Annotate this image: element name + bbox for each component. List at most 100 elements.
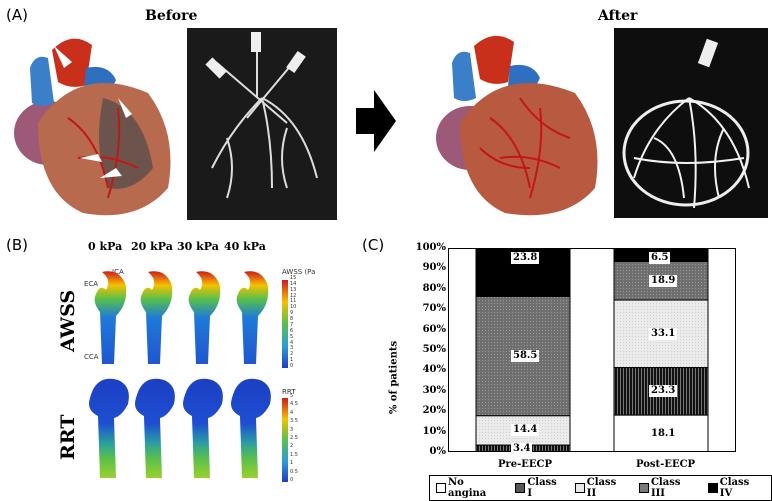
awss-scale-tick: 6 (290, 327, 294, 334)
rrt-colorbar (282, 398, 288, 482)
legend-item: No angina (436, 477, 505, 499)
bar-segment-posteecp-class-iv (613, 248, 709, 262)
pressure-label-40: 40 kPa (224, 240, 266, 253)
row-label-rrt: RRT (57, 414, 79, 460)
chart-legend: No angina Class I Class II Class III Class I… (429, 475, 772, 501)
heart-after-illustration (436, 35, 598, 216)
legend-label: No angina (447, 477, 487, 499)
awss-scale-tick: 3 (290, 345, 294, 352)
rrt-scale-tick: 1.5 (290, 451, 298, 458)
angiogram-after-image (614, 28, 768, 218)
y-tick-label: 30% (422, 384, 446, 396)
rrt-scale-tick: 2.5 (290, 435, 298, 441)
awss-scale-tick: 10 (290, 304, 297, 311)
y-tick-label: 0% (429, 446, 446, 457)
y-tick-label: 20% (422, 405, 446, 417)
legend-swatch (707, 483, 718, 493)
awss-scale-tick: 2 (290, 351, 294, 358)
legend-item: Class IV (707, 477, 765, 499)
after-heading: After (598, 8, 638, 24)
legend-item: Class I (515, 477, 564, 499)
rrt-scale-tick: 3 (290, 426, 294, 433)
angiogram-before-image (187, 28, 337, 220)
awss-scale-tick: 14 (290, 280, 297, 287)
y-tick-label: 80% (422, 282, 446, 294)
y-tick-label: 70% (422, 303, 446, 315)
awss-scale-tick: 12 (290, 292, 297, 299)
plot-frame (448, 248, 736, 452)
ica-label: ICA (112, 268, 124, 276)
heart-before-illustration (14, 38, 171, 216)
awss-vessel-30kpa (188, 271, 221, 364)
awss-scale-tick: 5 (290, 333, 294, 340)
rrt-scale-ticks: 5 4.5 4 3.5 3 2.5 2 1.5 1 0.5 0 (290, 393, 310, 483)
awss-colorbar (282, 280, 288, 368)
legend-swatch (638, 483, 649, 493)
cca-label: CCA (84, 353, 99, 361)
rrt-scale-tick: 2 (290, 443, 294, 450)
rrt-scale-tick: 4 (290, 409, 294, 416)
awss-scale-tick: 13 (290, 286, 297, 293)
legend-item: Class II (574, 477, 629, 499)
bar-segment-posteecp-class-i (613, 367, 709, 416)
bar-segment-preeecp-class-ii (475, 415, 571, 446)
rrt-scale-tick: 5 (290, 393, 294, 399)
y-axis-label: % of patients (388, 340, 400, 415)
pressure-label-0: 0 kPa (88, 240, 123, 253)
awss-scale-tick: 1 (290, 357, 294, 364)
bar-segments (475, 248, 709, 452)
category-label-pre: Pre-EECP (498, 459, 553, 470)
y-tick-label: 10% (422, 425, 446, 437)
y-tick-label: 90% (422, 262, 446, 274)
rrt-vessel-0kpa (89, 378, 129, 478)
rrt-vessel-30kpa (183, 378, 223, 478)
pressure-label-20: 20 kPa (131, 240, 173, 253)
stacked-bar-chart (448, 248, 736, 452)
rrt-scale-tick: 3.5 (290, 418, 298, 425)
y-tick-label: 50% (422, 344, 446, 355)
awss-vessel-20kpa (140, 271, 173, 364)
awss-scale-tick: 0 (290, 363, 294, 369)
rrt-scale-tick: 4.5 (290, 401, 298, 408)
awss-scale-tick: 8 (290, 316, 294, 323)
legend-swatch (574, 483, 585, 493)
legend-label: Class II (586, 477, 617, 499)
y-tick-label: 60% (422, 323, 446, 335)
awss-vessel-models (94, 271, 269, 364)
bar-segment-preeecp-class-iii (475, 295, 571, 417)
category-label-post: Post-EECP (636, 459, 696, 470)
y-tick-label: 40% (422, 364, 446, 376)
legend-swatch (436, 483, 446, 493)
y-axis-ticks: 0% 10% 20% 30% 40% 50% 60% 70% 80% 90% 100% (410, 242, 448, 458)
awss-scale-tick: 15 (290, 275, 297, 281)
legend-label: Class III (650, 477, 681, 499)
panel-a-label: (A) (6, 6, 28, 24)
awss-scale-ticks: 15 14 13 12 11 10 9 8 7 6 5 4 3 2 1 0 (290, 275, 310, 369)
legend-label: Class I (527, 477, 557, 499)
y-tick-label: 100% (415, 242, 446, 253)
awss-vessel-40kpa (236, 271, 269, 364)
legend-item: Class III (638, 477, 698, 499)
eca-label: ECA (84, 280, 99, 288)
bar-segment-posteecp-class-ii (613, 299, 709, 369)
rrt-scale-tick: 0 (290, 477, 294, 483)
rrt-scale-tick: 1 (290, 460, 294, 467)
awss-scale-tick: 11 (290, 298, 297, 305)
legend-swatch (515, 483, 526, 493)
awss-scale-tick: 9 (290, 310, 294, 317)
right-arrow-icon (356, 90, 396, 152)
awss-vessel-0kpa (94, 271, 127, 364)
bar-segment-preeecp-class-i (475, 444, 571, 452)
rrt-vessel-20kpa (135, 378, 175, 478)
bar-segment-posteecp-no-angina (613, 414, 709, 452)
rrt-scale-tick: 0.5 (290, 468, 298, 475)
before-heading: Before (145, 8, 198, 24)
legend-label: Class IV (719, 477, 750, 499)
rrt-scale-title: RRT (282, 388, 296, 396)
awss-scale-tick: 4 (290, 339, 294, 346)
panel-b-label: (B) (6, 236, 28, 254)
row-label-awss: AWSS (57, 289, 79, 352)
rrt-vessel-models (89, 378, 271, 478)
awss-scale-tick: 7 (290, 321, 294, 328)
rrt-vessel-40kpa (231, 378, 271, 478)
